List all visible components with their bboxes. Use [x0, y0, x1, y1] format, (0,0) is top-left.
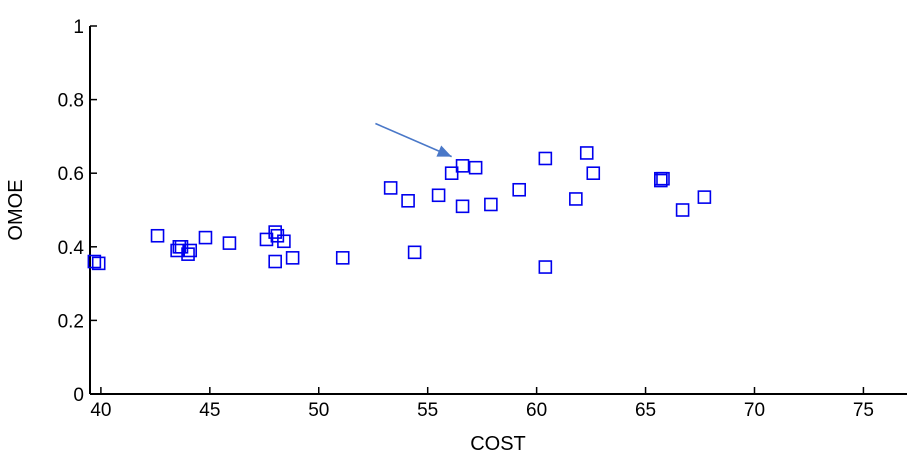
data-point: [579, 146, 594, 160]
data-point: [285, 251, 300, 265]
data-point: [431, 188, 446, 203]
data-point: [512, 182, 526, 197]
data-point: [259, 232, 274, 247]
y-axis-ticks: 0 0.2 0.4 0.6 0.8 1: [58, 17, 97, 406]
data-point: [407, 245, 422, 260]
data-point: [444, 166, 459, 180]
y-axis-label: OMOE: [5, 179, 27, 240]
x-tick-label: 45: [199, 400, 220, 421]
y-tick-label: 0: [73, 385, 84, 406]
data-point: [268, 225, 282, 239]
y-tick-label: 0.8: [58, 91, 84, 112]
data-point: [538, 151, 553, 166]
data-point: [484, 197, 498, 212]
data-point: [569, 192, 583, 206]
data-point: [654, 173, 668, 188]
y-tick-label: 0.6: [58, 164, 84, 185]
data-point: [656, 171, 670, 186]
data-point: [383, 181, 398, 195]
x-tick-label: 60: [526, 400, 547, 421]
data-point: [181, 247, 195, 261]
data-points: [87, 146, 712, 274]
x-tick-label: 50: [308, 400, 329, 421]
data-point: [91, 256, 106, 271]
data-point: [468, 160, 483, 175]
y-tick-label: 0.4: [58, 238, 85, 259]
data-point: [277, 234, 291, 249]
x-tick-label: 65: [635, 400, 656, 421]
x-tick-label: 55: [417, 400, 438, 421]
data-point: [198, 230, 213, 245]
x-tick-label: 75: [853, 400, 874, 421]
data-point: [170, 243, 184, 258]
x-axis-label: COST: [470, 433, 526, 455]
annotation-arrow-head: [436, 145, 452, 157]
data-point: [335, 251, 350, 265]
annotations: [375, 122, 452, 158]
data-point: [150, 228, 165, 243]
data-point: [586, 166, 601, 180]
data-point: [183, 243, 198, 258]
data-point: [268, 254, 282, 269]
data-point: [697, 190, 712, 204]
data-point: [222, 236, 237, 250]
x-axis-ticks: 40 45 50 55 60 65 70 75: [90, 387, 874, 421]
y-tick-label: 0.2: [58, 311, 84, 332]
data-point: [455, 159, 470, 173]
data-point: [455, 199, 470, 214]
y-tick-label: 1: [73, 17, 84, 38]
plot-area: [89, 26, 907, 395]
data-point: [538, 260, 553, 274]
x-tick-label: 40: [90, 400, 111, 421]
data-point: [87, 254, 102, 269]
data-point: [401, 194, 415, 208]
data-point: [675, 203, 690, 217]
x-tick-label: 70: [744, 400, 765, 421]
